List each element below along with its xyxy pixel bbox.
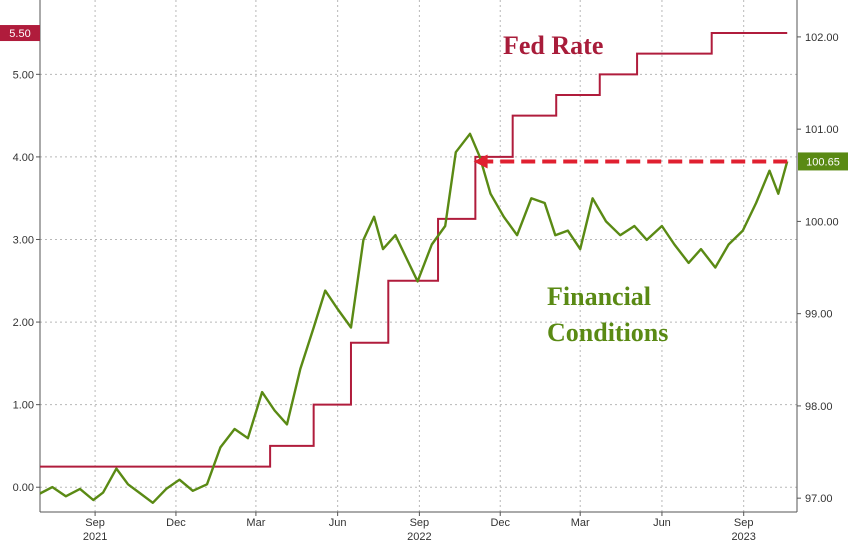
fed-rate-line	[40, 32, 788, 468]
x-tick-label: Mar	[246, 517, 265, 529]
x-axis-ticks: Sep 2021 Dec Mar Jun Sep 2022 Dec Mar Jun Sep 2023	[83, 512, 756, 542]
x-year-label: 2022	[407, 531, 431, 542]
x-tick-label: Sep	[85, 517, 105, 529]
value-badges: 5.50 100.65	[0, 25, 848, 171]
x-year-label: 2021	[83, 531, 107, 542]
right-y-axis-ticks: 97.00 98.00 99.00 100.00 101.00 102.00	[797, 32, 839, 505]
right-tick-label: 102.00	[805, 32, 839, 44]
left-tick-label: 0.00	[13, 482, 34, 494]
axes	[39, 0, 798, 513]
right-tick-label: 99.00	[805, 309, 833, 321]
left-tick-label: 2.00	[13, 317, 34, 329]
annotations: Fed Rate Financial Conditions	[503, 31, 668, 347]
financial-conditions-line	[39, 132, 789, 504]
left-tick-label: 4.00	[13, 152, 34, 164]
financial-conditions-label-line1: Financial	[547, 282, 651, 311]
fed-rate-value-badge	[0, 25, 40, 42]
right-tick-label: 97.00	[805, 493, 833, 505]
left-tick-label: 3.00	[13, 234, 34, 246]
grid	[40, 0, 797, 512]
series-layer	[39, 32, 789, 504]
x-tick-label: Sep	[410, 517, 430, 529]
right-tick-label: 98.00	[805, 401, 833, 413]
right-tick-label: 101.00	[805, 124, 839, 136]
x-tick-label: Sep	[734, 517, 754, 529]
left-tick-label: 1.00	[13, 400, 34, 412]
left-y-axis-ticks: 0.00 1.00 2.00 3.00 4.00 5.00	[13, 69, 40, 494]
x-tick-label: Mar	[571, 517, 590, 529]
x-tick-label: Jun	[653, 517, 671, 529]
left-tick-label: 5.00	[13, 69, 34, 81]
fc-value-text: 100.65	[806, 156, 840, 168]
x-tick-label: Dec	[490, 517, 510, 529]
fc-value-badge	[798, 152, 848, 171]
fed-rate-label: Fed Rate	[503, 31, 603, 60]
financial-conditions-label-line2: Conditions	[547, 318, 668, 347]
fed-rate-value-text: 5.50	[9, 28, 30, 40]
right-tick-label: 100.00	[805, 216, 839, 228]
dashed-arrow-head	[473, 154, 488, 169]
x-year-label: 2023	[731, 531, 755, 542]
x-tick-label: Dec	[166, 517, 186, 529]
x-tick-label: Jun	[329, 517, 347, 529]
